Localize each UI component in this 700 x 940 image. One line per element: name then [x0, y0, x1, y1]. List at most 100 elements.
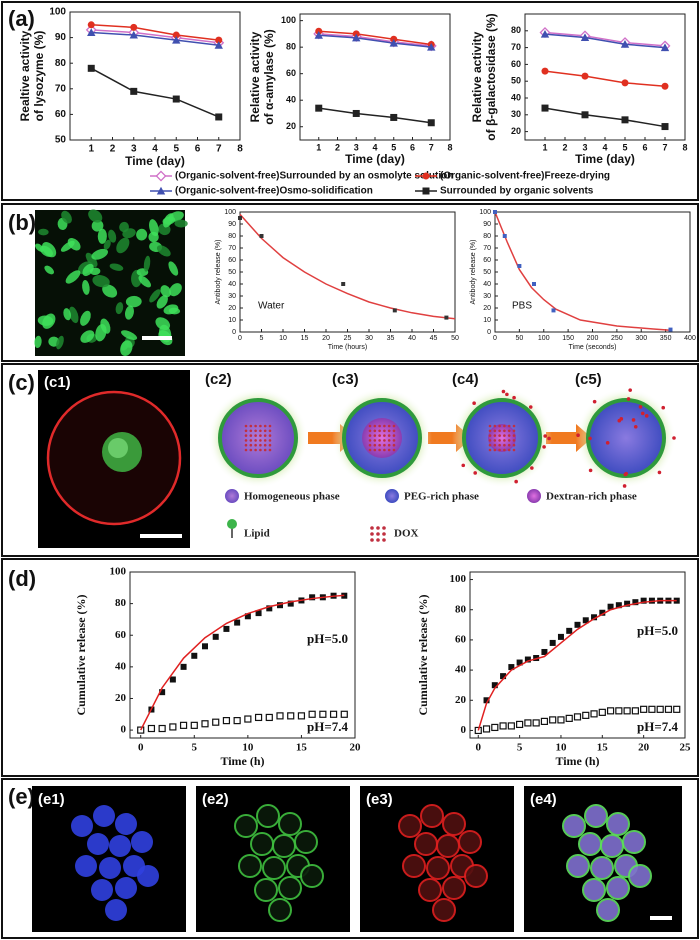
- chart: 1 2 3 4 5 6 7 8 50 60 70 80 90 100 Time (day) Realtive …: [18, 7, 243, 169]
- marker: [598, 708, 606, 716]
- series-line: [494, 211, 671, 331]
- dox: [383, 439, 386, 442]
- y-tick-label: 60: [115, 629, 127, 641]
- x-tick-label: 3: [131, 144, 137, 155]
- cell: [97, 228, 107, 244]
- cell: [442, 812, 466, 836]
- marker: [648, 597, 655, 604]
- cell: [124, 305, 134, 320]
- marker: [557, 633, 564, 640]
- dox: [512, 429, 516, 433]
- legend-label: Dextran-rich phase: [546, 491, 637, 503]
- x-tick-label: 20: [638, 741, 650, 753]
- dox: [503, 448, 506, 452]
- x-tick-label: 50: [515, 335, 523, 342]
- x-tick-label: 5: [391, 142, 396, 152]
- x-tick-label: 10: [555, 741, 567, 753]
- marker: [491, 682, 498, 689]
- legend-label: (Organic-solvent-free)Freeze-drying: [440, 171, 610, 182]
- marker: [244, 613, 251, 620]
- marker: [640, 705, 648, 713]
- marker: [493, 210, 497, 214]
- marker: [172, 95, 180, 103]
- marker: [427, 119, 435, 127]
- marker: [500, 673, 507, 680]
- marker: [606, 707, 615, 715]
- y-tick-label: 30: [511, 109, 521, 119]
- x-tick-label: 2: [335, 142, 340, 152]
- cell: [100, 318, 111, 334]
- dox: [244, 424, 248, 428]
- series-label: pH=7.4: [637, 719, 678, 734]
- dox: [392, 434, 396, 437]
- marker: [482, 725, 491, 733]
- cell: [238, 854, 262, 878]
- dox: [498, 443, 501, 447]
- panel-label: (c): [8, 370, 35, 395]
- y-tick-label: 20: [286, 121, 296, 131]
- cell: [268, 898, 292, 922]
- marker: [190, 721, 198, 729]
- marker: [491, 723, 499, 732]
- dox: [505, 392, 509, 397]
- panel-frame: [1, 558, 699, 777]
- dox: [493, 424, 497, 428]
- dox: [392, 429, 396, 433]
- legend: (Organic-solvent-free)Surrounded by an o…: [150, 170, 610, 197]
- y-tick-label: 80: [228, 233, 236, 240]
- dox: [542, 445, 546, 449]
- y-tick-label: 70: [228, 245, 236, 252]
- x-tick-label: 5: [192, 741, 198, 753]
- cell: [432, 898, 456, 922]
- dox: [383, 434, 386, 437]
- cell: [278, 812, 302, 836]
- series-label: pH=7.4: [307, 719, 348, 734]
- marker: [517, 264, 522, 268]
- dox: [493, 448, 497, 452]
- marker: [287, 712, 295, 720]
- cell: [168, 261, 179, 276]
- dox: [254, 424, 257, 428]
- marker: [660, 43, 670, 52]
- marker: [287, 600, 294, 607]
- dox: [249, 443, 253, 447]
- y-tick-label: 70: [511, 42, 521, 52]
- cell: [584, 804, 608, 828]
- marker: [234, 619, 241, 626]
- marker: [244, 715, 252, 723]
- y-tick-label: 80: [483, 233, 491, 240]
- marker: [623, 707, 631, 715]
- y-tick-label: 30: [483, 293, 491, 300]
- cell: [138, 275, 151, 288]
- marker: [444, 315, 449, 320]
- cell: [414, 832, 438, 856]
- y-tick-label: 50: [483, 269, 491, 276]
- x-tick-label: 250: [611, 335, 623, 342]
- marker: [180, 663, 187, 670]
- y-tick-label: 50: [55, 135, 67, 146]
- cell: [606, 812, 630, 836]
- y-tick-label: 60: [55, 109, 67, 120]
- cell: [294, 830, 318, 854]
- cell: [61, 210, 72, 224]
- marker: [631, 707, 639, 715]
- series-line: [140, 594, 345, 731]
- y-tick-label: 20: [228, 305, 236, 312]
- y-tick-label: 60: [483, 257, 491, 264]
- x-axis-label: Time (day): [125, 154, 185, 168]
- dox: [493, 439, 497, 442]
- dox: [512, 434, 516, 437]
- x-tick-label: 7: [216, 144, 222, 155]
- cell: [458, 830, 482, 854]
- cell: [143, 255, 151, 272]
- dox: [259, 424, 262, 428]
- legend-marker: [422, 172, 430, 180]
- marker: [541, 648, 548, 655]
- marker: [201, 720, 209, 728]
- y-tick-label: 70: [55, 83, 67, 94]
- marker: [315, 104, 323, 112]
- marker: [540, 29, 550, 38]
- dox: [244, 429, 248, 433]
- dox: [368, 434, 372, 437]
